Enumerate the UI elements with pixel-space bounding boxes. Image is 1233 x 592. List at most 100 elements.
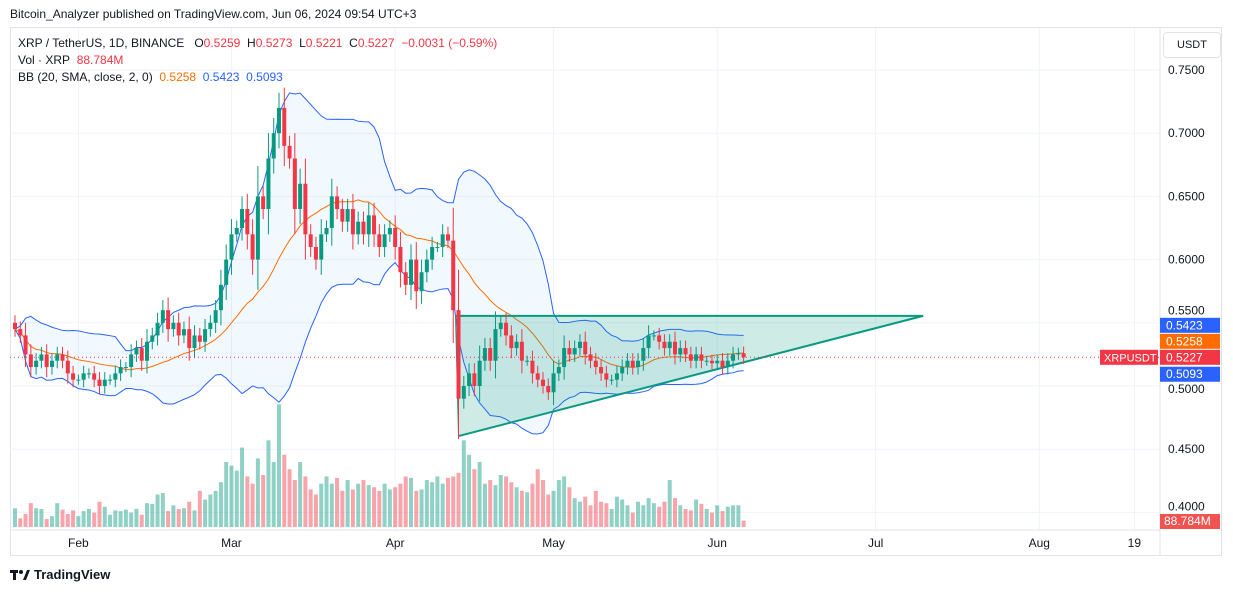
time-axis-label: Feb — [68, 536, 89, 550]
volume-bar — [604, 503, 609, 527]
candle-body — [329, 196, 334, 228]
candle-body — [255, 196, 260, 260]
volume-bar — [113, 510, 118, 527]
bb-lower-value: 0.5093 — [246, 70, 283, 84]
volume-bar — [361, 480, 366, 527]
candle-body — [482, 348, 487, 361]
candle-body — [160, 310, 165, 323]
volume-bar — [34, 508, 39, 527]
candle-body — [303, 183, 308, 235]
candle-body — [134, 348, 139, 355]
volume-bar — [166, 511, 171, 527]
volume-bar — [49, 516, 54, 527]
volume-bar — [313, 494, 318, 527]
volume-bar — [593, 490, 598, 527]
candle-body — [393, 228, 398, 247]
candle-body — [445, 234, 450, 241]
candle-body — [525, 360, 530, 362]
volume-bar — [340, 490, 345, 527]
volume-bar — [546, 494, 551, 527]
volume-bar — [181, 508, 186, 527]
candle-body — [456, 310, 461, 399]
candle-body — [18, 329, 23, 336]
volume-bar — [187, 501, 192, 527]
candle-body — [266, 158, 271, 210]
tradingview-logo[interactable]: TradingView — [10, 567, 110, 582]
volume-bar — [424, 480, 429, 527]
candle-body — [451, 240, 456, 311]
volume-bar — [562, 476, 567, 527]
volume-bar — [636, 501, 641, 527]
candle-body — [673, 341, 677, 355]
price-axis-label: 0.5500 — [1168, 303, 1205, 317]
volume-bar — [741, 520, 746, 527]
candle-body — [313, 246, 318, 260]
volume-bar — [715, 505, 720, 527]
candle-body — [551, 373, 556, 393]
volume-bar — [694, 499, 699, 527]
candle-body — [694, 354, 699, 361]
volume-bar — [155, 494, 160, 527]
volume-bar — [519, 490, 524, 527]
volume-bar — [614, 496, 619, 527]
volume-bar — [535, 469, 540, 527]
volume-bar — [409, 477, 413, 527]
legend-bb-row: BB (20, SMA, close, 2, 0) 0.5258 0.5423 … — [18, 69, 497, 86]
candle-body — [498, 322, 503, 330]
candle-body — [625, 360, 630, 368]
volume-bar — [234, 470, 239, 527]
volume-tag-bg — [1160, 514, 1220, 529]
candle-body — [129, 354, 134, 368]
candle-body — [715, 360, 720, 364]
volume-bar — [345, 480, 350, 527]
volume-bar — [688, 510, 693, 527]
currency-button[interactable]: USDT — [1163, 32, 1221, 58]
volume-bar — [498, 475, 503, 527]
open-label: O — [194, 36, 204, 50]
candle-body — [23, 335, 28, 355]
candle-body — [472, 373, 477, 386]
volume-bar — [551, 490, 556, 527]
volume-bar — [625, 505, 630, 527]
volume-bar — [213, 490, 218, 527]
candle-body — [181, 329, 186, 336]
volume-bar — [662, 501, 667, 527]
candle-body — [13, 322, 17, 330]
volume-bar — [630, 512, 635, 527]
volume-bar — [403, 476, 408, 527]
candle-body — [572, 348, 577, 355]
candle-body — [731, 354, 736, 361]
volume-bar — [678, 505, 683, 527]
volume-bar — [541, 480, 545, 527]
volume-bar — [81, 511, 86, 527]
candle-body — [667, 341, 672, 349]
candle-body — [28, 354, 33, 368]
symbol-tag: XRPUSDT — [1104, 352, 1157, 364]
volume-bar — [673, 498, 677, 527]
volume-bar — [55, 503, 60, 527]
symbol-title[interactable]: XRP / TetherUS, 1D, BINANCE — [18, 36, 185, 50]
volume-bar — [329, 483, 334, 527]
volume-bar — [261, 475, 266, 527]
candle-body — [419, 272, 424, 292]
candle-body — [583, 341, 588, 355]
volume-bar — [240, 447, 245, 527]
volume-bar — [192, 510, 197, 527]
candle-body — [277, 107, 281, 134]
candle-body — [504, 322, 509, 336]
candle-body — [224, 259, 229, 285]
candle-body — [514, 341, 519, 349]
volume-bar — [646, 498, 651, 527]
bb-label[interactable]: BB (20, SMA, close, 2, 0) — [18, 70, 153, 84]
volume-bar — [145, 503, 149, 527]
volume-bar — [414, 490, 419, 527]
candle-body — [424, 259, 429, 273]
candle-body — [509, 335, 514, 349]
candle-body — [86, 373, 91, 375]
price-axis-label: 0.4000 — [1168, 500, 1205, 514]
volume-bar — [44, 519, 49, 527]
candle-body — [176, 322, 181, 336]
volume-label[interactable]: Vol · XRP — [18, 53, 71, 67]
candle-body — [39, 354, 44, 361]
